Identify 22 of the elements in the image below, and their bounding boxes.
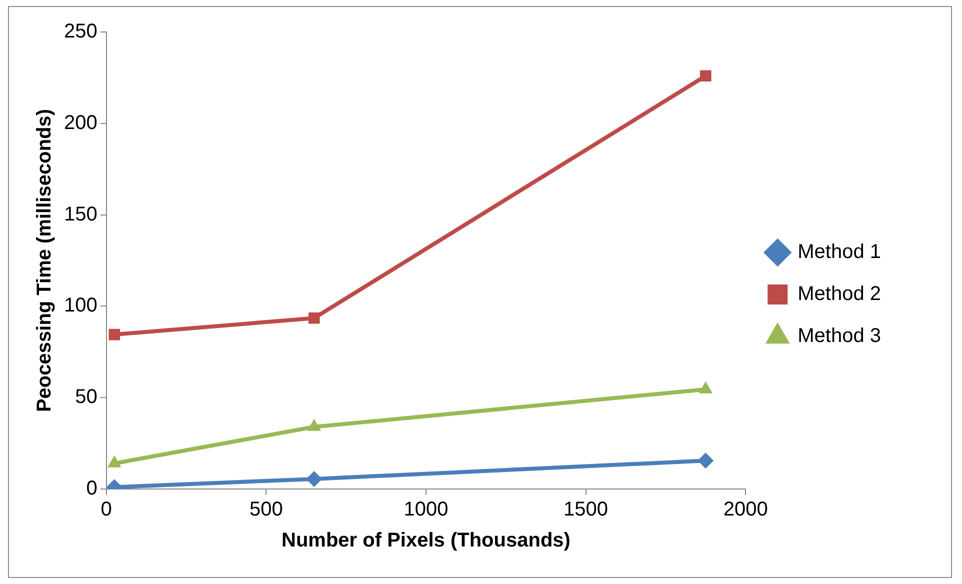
- y-tick-label: 100: [64, 294, 98, 317]
- x-tick-label: 500: [249, 498, 283, 521]
- x-tick-label: 1500: [564, 498, 608, 521]
- y-tick-label: 200: [64, 112, 98, 134]
- x-tick-label: 2000: [723, 498, 768, 521]
- legend-label: Method 1: [798, 241, 881, 264]
- legend-label: Method 3: [798, 325, 881, 348]
- x-axis-title: Number of Pixels (Thousands): [282, 530, 570, 552]
- x-tick-label: 0: [100, 498, 112, 521]
- point: [108, 328, 120, 340]
- y-tick-label: 250: [64, 20, 98, 43]
- point: [698, 381, 713, 394]
- point: [700, 70, 712, 82]
- x-tick-label: 1000: [404, 498, 448, 521]
- y-axis-title: Peocessing Time (milliseconds): [34, 108, 56, 412]
- point: [107, 455, 122, 468]
- y-tick-label: 0: [86, 478, 98, 500]
- y-tick-label: 50: [75, 386, 98, 408]
- legend-label: Method 2: [798, 283, 881, 306]
- point: [308, 312, 320, 324]
- point: [307, 418, 322, 431]
- y-tick-label: 150: [64, 203, 98, 226]
